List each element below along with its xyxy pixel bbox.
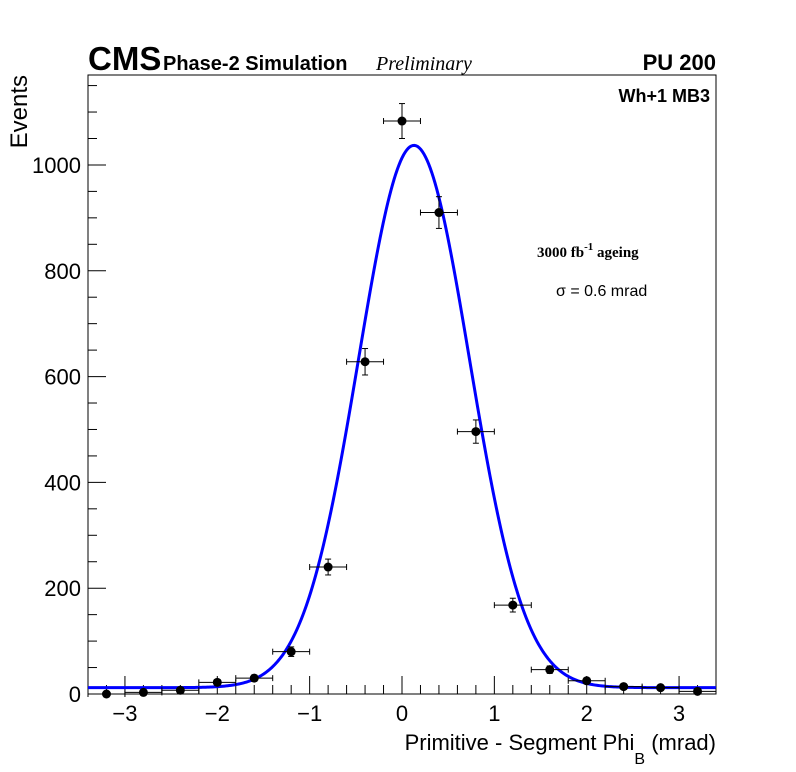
- x-axis-title-main: Primitive - Segment Phi: [405, 730, 635, 755]
- data-marker: [360, 357, 370, 367]
- data-marker: [138, 687, 148, 697]
- data-marker: [508, 600, 518, 610]
- data-point: [309, 558, 348, 576]
- data-marker: [656, 683, 666, 693]
- x-tick-label: 3: [673, 701, 685, 726]
- data-point: [604, 682, 643, 692]
- data-point: [641, 683, 680, 693]
- data-point: [383, 103, 421, 139]
- data-marker: [101, 689, 111, 699]
- gaussian-fit-curve: [88, 143, 716, 690]
- sigma-value: = 0.6 mrad: [570, 283, 647, 300]
- data-point: [235, 673, 274, 683]
- data-point: [124, 687, 163, 697]
- y-tick-label: 200: [44, 576, 81, 601]
- data-point: [678, 686, 717, 696]
- data-marker: [693, 686, 703, 696]
- x-tick-label: −3: [112, 701, 137, 726]
- ageing-value: 3000 fb: [537, 245, 584, 261]
- data-marker: [175, 685, 185, 695]
- y-axis-ticks: [88, 85, 106, 695]
- cms-label: CMS: [88, 40, 161, 77]
- sigma-symbol: σ: [556, 283, 566, 300]
- data-marker: [545, 665, 555, 675]
- x-tick-label: 1: [488, 701, 500, 726]
- data-point: [161, 685, 200, 695]
- x-axis-title-unit: (mrad): [651, 730, 716, 755]
- data-marker: [286, 647, 296, 657]
- data-point: [530, 665, 569, 675]
- sigma-annotation: σ = 0.6 mrad: [556, 283, 647, 300]
- data-marker: [249, 673, 259, 683]
- y-tick-label: 800: [44, 259, 81, 284]
- pileup-label: PU 200: [643, 50, 716, 75]
- y-axis-title: Events: [6, 75, 33, 148]
- x-axis-tick-labels: −3 −2 −1 0 1 2 3: [112, 701, 685, 726]
- y-tick-label: 1000: [32, 153, 81, 178]
- phase2-label: Phase-2 Simulation: [163, 53, 348, 75]
- preliminary-label: Preliminary: [375, 53, 472, 75]
- x-tick-label: −1: [297, 701, 322, 726]
- plot-frame: [87, 74, 717, 695]
- ageing-annotation: 3000 fb-1 ageing: [537, 241, 639, 261]
- x-axis-title: Primitive - Segment PhiB (mrad): [405, 730, 716, 768]
- ageing-word: ageing: [597, 245, 639, 261]
- y-tick-label: 0: [69, 682, 81, 707]
- data-point: [456, 419, 495, 444]
- data-marker: [582, 676, 592, 686]
- station-label: Wh+1 MB3: [618, 86, 710, 106]
- data-point: [493, 597, 532, 613]
- data-points: [87, 103, 717, 699]
- x-tick-label: 0: [396, 701, 408, 726]
- x-tick-label: −2: [205, 701, 230, 726]
- data-point: [272, 646, 311, 657]
- data-marker: [471, 427, 481, 437]
- x-axis-title-sub: B: [634, 751, 645, 768]
- data-point: [198, 677, 237, 687]
- data-point: [419, 196, 458, 229]
- data-marker: [434, 208, 444, 218]
- y-tick-label: 600: [44, 365, 81, 390]
- y-tick-label: 400: [44, 470, 81, 495]
- data-point: [567, 676, 606, 686]
- data-marker: [619, 682, 629, 692]
- data-marker: [323, 562, 333, 572]
- ageing-exponent: -1: [584, 241, 593, 253]
- data-marker: [397, 116, 407, 126]
- data-marker: [212, 677, 222, 687]
- x-tick-label: 2: [581, 701, 593, 726]
- data-point: [346, 348, 385, 376]
- y-axis-tick-labels: 0 200 400 600 800 1000: [32, 153, 81, 707]
- data-point: [87, 689, 126, 699]
